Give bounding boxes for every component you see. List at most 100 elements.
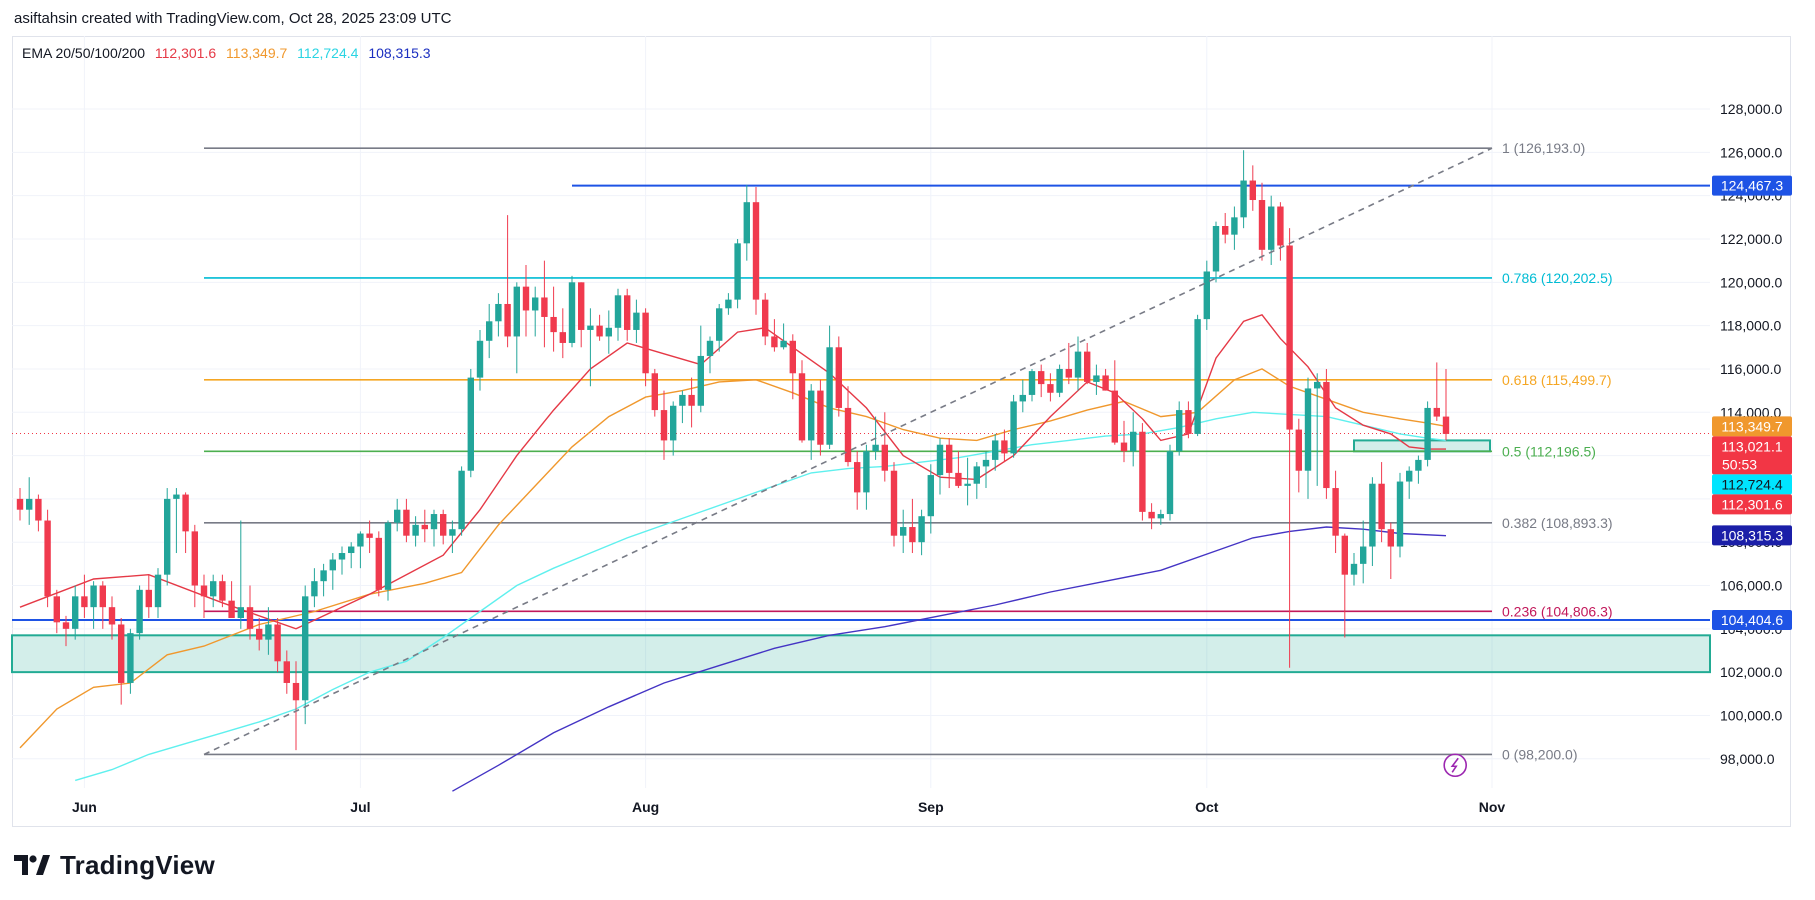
ema20-line [19, 313, 1446, 630]
x-tick-label: Sep [918, 799, 944, 815]
candle-body [559, 332, 566, 343]
candle-body [320, 570, 327, 582]
candle [964, 457, 971, 506]
candle-body [1249, 180, 1256, 201]
candle [936, 438, 944, 495]
y-tick-label: 100,000.0 [1720, 707, 1782, 723]
legend-ema20-value: 112,301.6 [154, 45, 217, 61]
candle-body [1120, 442, 1128, 452]
candle-body [421, 524, 428, 530]
candle-body [927, 475, 934, 517]
candle [1038, 364, 1045, 398]
candle-body [1194, 319, 1201, 434]
candle [99, 581, 106, 629]
alert-icon [1443, 753, 1467, 778]
candle-body [688, 394, 695, 406]
price-label-bg [1712, 525, 1792, 546]
y-tick-label: 114,000.0 [1720, 404, 1781, 420]
candle [145, 574, 152, 618]
candle [798, 360, 806, 443]
candle-body [1139, 431, 1146, 512]
candle [292, 661, 300, 751]
candle-body [596, 325, 603, 337]
candle [706, 336, 714, 374]
candle-body [81, 596, 88, 608]
candle [504, 215, 511, 348]
candle-body [467, 377, 474, 471]
candle [697, 325, 704, 413]
candle [771, 319, 778, 352]
candle [62, 615, 70, 647]
candle [532, 286, 539, 337]
candle-body [62, 622, 70, 629]
candle [550, 286, 557, 352]
candle-body [1304, 388, 1312, 471]
candle [467, 368, 474, 478]
candle [1286, 228, 1293, 668]
candle-body [992, 440, 999, 460]
candle-body [1277, 206, 1284, 246]
y-tick-label: 102,000.0 [1720, 664, 1782, 680]
candle-body [99, 585, 106, 608]
candle [394, 498, 401, 532]
candle-body [752, 202, 760, 300]
price-label-bg [1712, 494, 1792, 515]
candle-body [651, 373, 658, 411]
candle [513, 282, 520, 374]
candle [1194, 314, 1201, 437]
candle [1406, 466, 1413, 499]
candle-body [890, 470, 898, 536]
candle [449, 520, 456, 554]
candle [1176, 401, 1183, 456]
candle-body [1074, 351, 1082, 378]
candle [1212, 221, 1220, 283]
candle-body [108, 607, 116, 625]
candle-body [1360, 546, 1367, 564]
candle-body [817, 390, 824, 445]
candle [210, 574, 217, 608]
candle-body [384, 522, 392, 590]
candle-body [1387, 529, 1394, 547]
candle-body [1065, 368, 1072, 378]
candle-body [1424, 407, 1431, 460]
candle-body [145, 589, 152, 608]
y-tick-label: 106,000.0 [1720, 578, 1782, 594]
candle [1350, 553, 1358, 586]
candle [1249, 165, 1256, 211]
price-label-countdown: 50:53 [1722, 456, 1757, 472]
candle-body [219, 581, 226, 601]
candle [881, 412, 888, 482]
candle-body [210, 581, 217, 597]
candle-body [1332, 488, 1339, 536]
x-tick-label: Jul [350, 799, 370, 815]
candle [817, 379, 824, 456]
candle [844, 386, 852, 467]
candle-body [1001, 440, 1008, 454]
candle-body [679, 394, 686, 406]
candle-body [1203, 271, 1210, 320]
indicator-legend[interactable]: EMA 20/50/100/200 112,301.6 113,349.7 11… [22, 45, 437, 61]
candle [927, 464, 934, 534]
price-chart[interactable]: 1 (126,193.0) 0.786 (120,202.5) 0.618 (115… [0, 0, 1815, 840]
fib-label-4: 0.382 (108,893.3) [1502, 515, 1613, 531]
candle [670, 401, 677, 456]
candle-body [191, 531, 198, 586]
tradingview-logo[interactable]: TradingView [14, 850, 215, 881]
candle-body [798, 373, 806, 441]
candle [357, 531, 364, 569]
candle-body [1093, 375, 1100, 382]
candle [486, 303, 493, 359]
candle [458, 466, 465, 536]
x-tick-label: Jun [72, 799, 97, 815]
price-label-bg [1712, 436, 1792, 475]
candle [578, 282, 585, 348]
candle-body [550, 316, 557, 333]
candle-body [909, 527, 916, 543]
candle [762, 293, 769, 346]
candle-body [154, 574, 162, 608]
price-label-text: 124,467.3 [1721, 178, 1783, 194]
candle [476, 329, 484, 391]
candle-body [1038, 371, 1045, 385]
y-tick-label: 118,000.0 [1720, 318, 1781, 334]
fib-label-1: 0.786 (120,202.5) [1502, 270, 1613, 286]
